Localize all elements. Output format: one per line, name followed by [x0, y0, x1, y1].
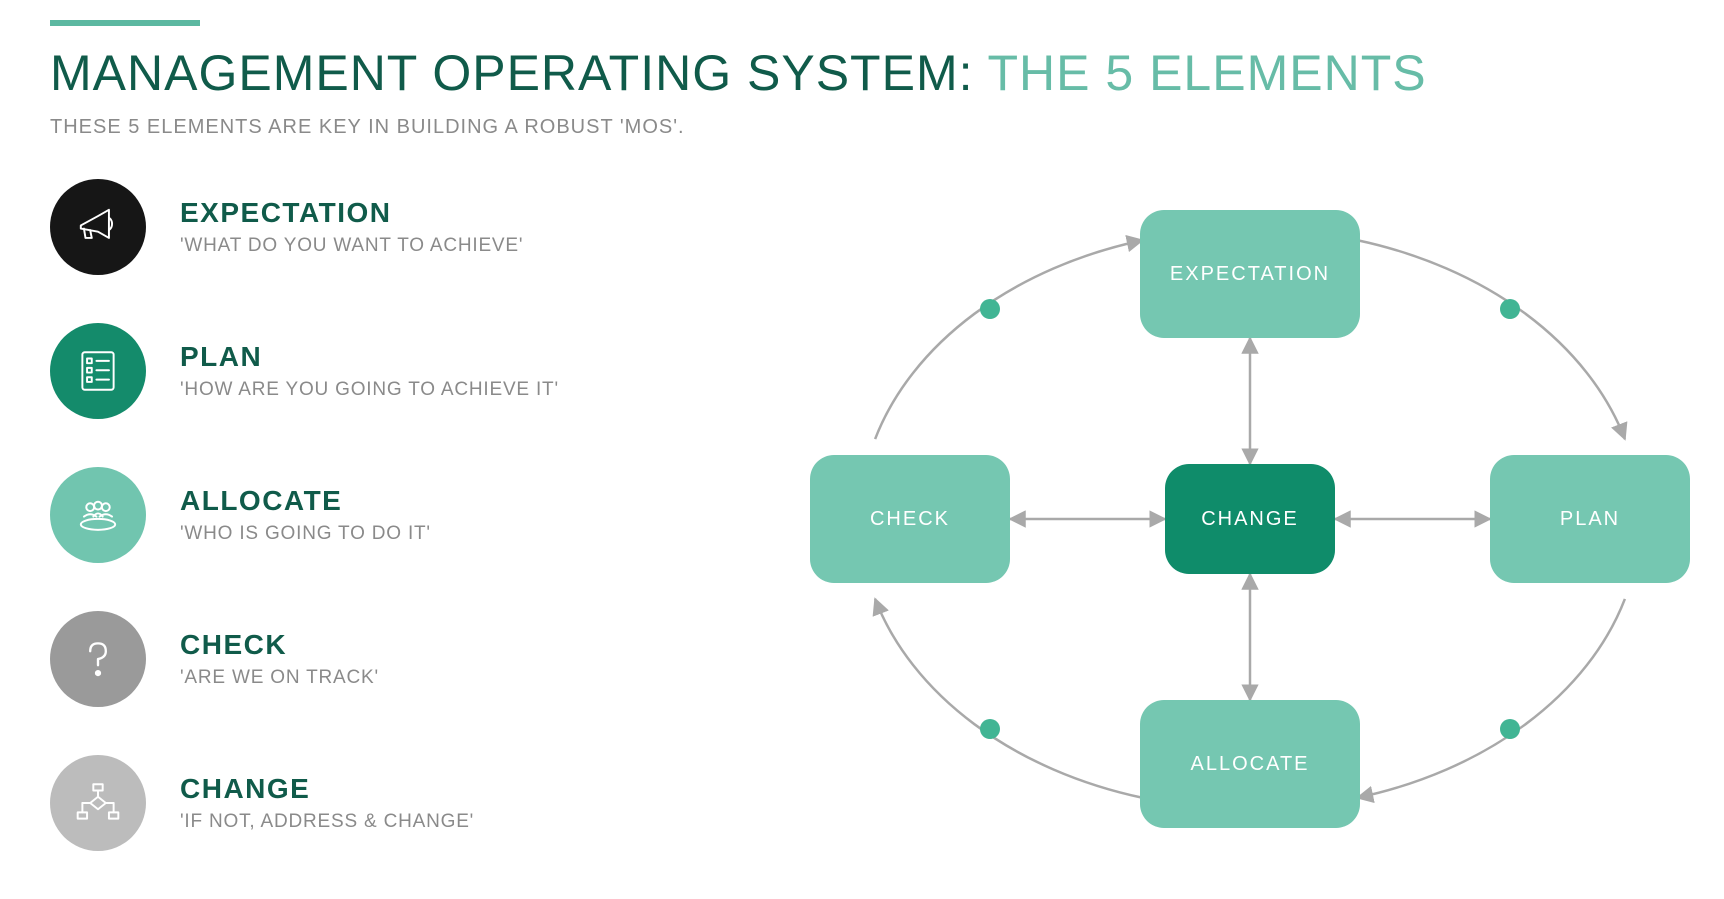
diagram-node-label: EXPECTATION — [1170, 263, 1330, 285]
item-title: CHECK — [180, 629, 379, 661]
list-item: CHANGE 'IF NOT, ADDRESS & CHANGE' — [50, 755, 770, 851]
list-item: CHECK 'ARE WE ON TRACK' — [50, 611, 770, 707]
title-main: MANAGEMENT OPERATING SYSTEM: — [50, 45, 987, 101]
diagram-node-label: PLAN — [1560, 508, 1620, 530]
page-title: MANAGEMENT OPERATING SYSTEM: THE 5 ELEME… — [50, 44, 1674, 102]
diagram-node-label: CHANGE — [1201, 508, 1299, 530]
title-sub: THE 5 ELEMENTS — [987, 45, 1426, 101]
accent-bar — [50, 20, 200, 26]
item-title: EXPECTATION — [180, 197, 523, 229]
page-subtitle: THESE 5 ELEMENTS ARE KEY IN BUILDING A R… — [50, 116, 1674, 139]
item-title: CHANGE — [180, 773, 474, 805]
elements-list: EXPECTATION 'WHAT DO YOU WANT TO ACHIEVE… — [50, 179, 770, 899]
checklist-icon — [50, 323, 146, 419]
diagram-node-label: CHECK — [870, 508, 950, 530]
item-title: ALLOCATE — [180, 485, 431, 517]
list-item: PLAN 'HOW ARE YOU GOING TO ACHIEVE IT' — [50, 323, 770, 419]
item-desc: 'HOW ARE YOU GOING TO ACHIEVE IT' — [180, 379, 559, 401]
item-desc: 'WHAT DO YOU WANT TO ACHIEVE' — [180, 235, 523, 257]
cycle-diagram: EXPECTATION PLAN ALLOCATE CHECK CHANGE — [800, 169, 1700, 869]
group-icon — [50, 467, 146, 563]
megaphone-icon — [50, 179, 146, 275]
list-item: ALLOCATE 'WHO IS GOING TO DO IT' — [50, 467, 770, 563]
item-desc: 'ARE WE ON TRACK' — [180, 667, 379, 689]
diagram-panel: EXPECTATION PLAN ALLOCATE CHECK CHANGE — [770, 179, 1674, 899]
item-desc: 'IF NOT, ADDRESS & CHANGE' — [180, 811, 474, 833]
item-title: PLAN — [180, 341, 559, 373]
flowchart-icon — [50, 755, 146, 851]
item-desc: 'WHO IS GOING TO DO IT' — [180, 523, 431, 545]
diagram-node-label: ALLOCATE — [1191, 753, 1310, 775]
question-icon — [50, 611, 146, 707]
slide: MANAGEMENT OPERATING SYSTEM: THE 5 ELEME… — [0, 0, 1724, 896]
list-item: EXPECTATION 'WHAT DO YOU WANT TO ACHIEVE… — [50, 179, 770, 275]
content-row: EXPECTATION 'WHAT DO YOU WANT TO ACHIEVE… — [50, 179, 1674, 899]
